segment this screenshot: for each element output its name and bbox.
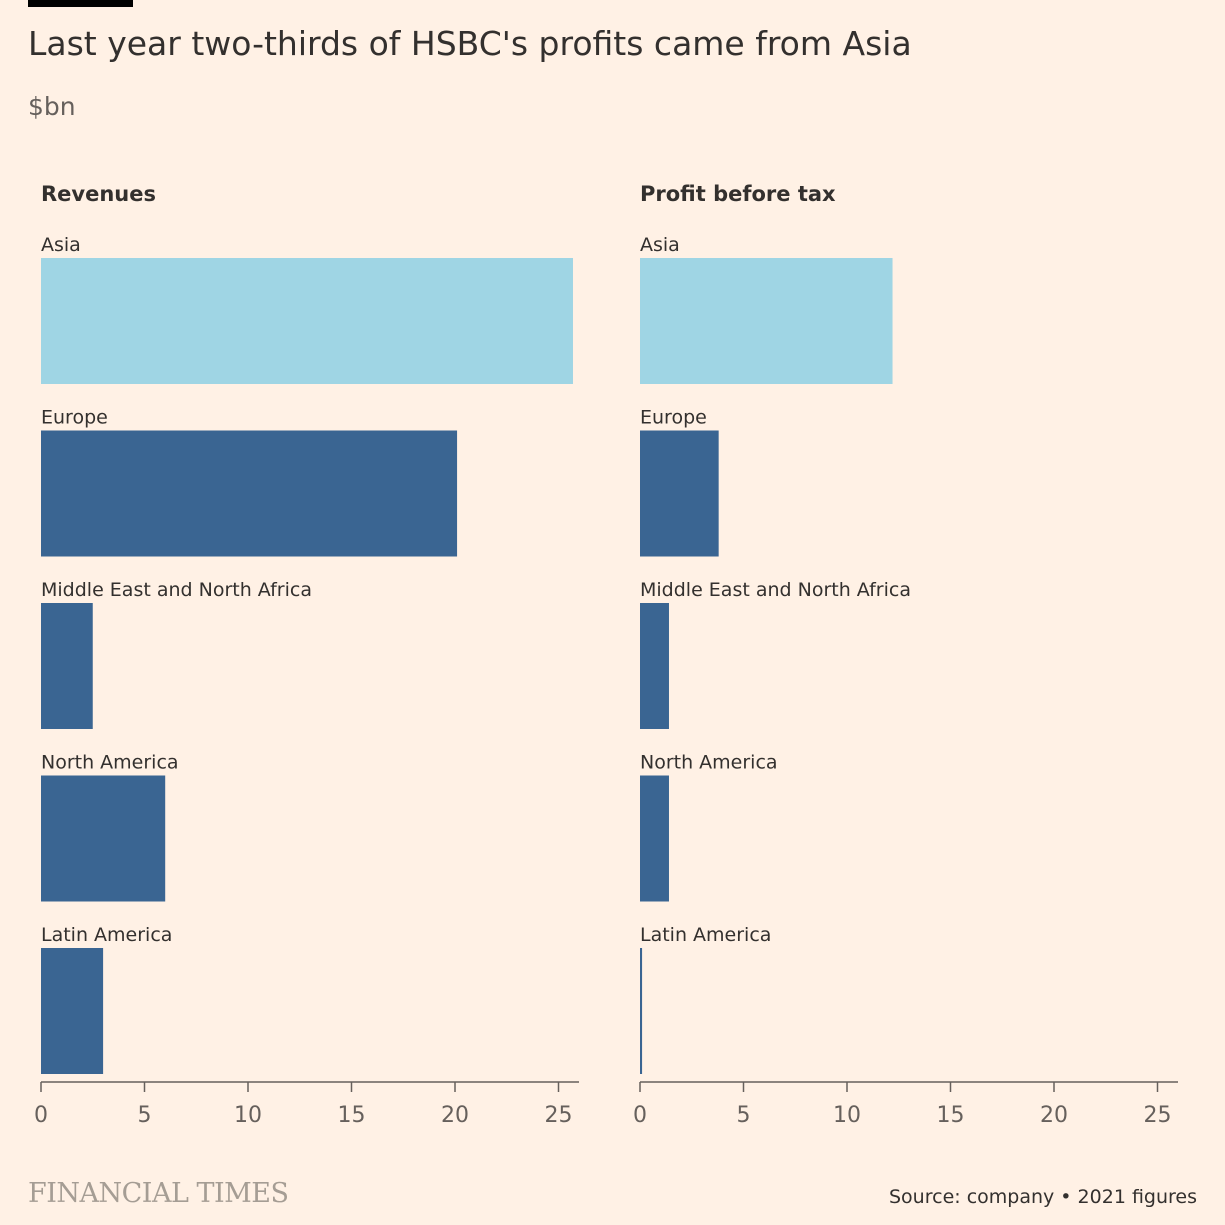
- revenues-tick-label-20: 20: [441, 1103, 469, 1128]
- chart-subtitle: $bn: [28, 92, 76, 121]
- profit-label-asia: Asia: [640, 234, 680, 256]
- profit-tick-label-0: 0: [633, 1103, 647, 1128]
- revenues-tick-label-15: 15: [338, 1103, 366, 1128]
- profit-bar-asia: [640, 258, 893, 384]
- revenues-bar-latin-america: [41, 948, 104, 1074]
- profit-label-north-america: North America: [640, 752, 778, 774]
- profit-label-latin-america: Latin America: [640, 924, 771, 946]
- profit-tick-label-20: 20: [1040, 1103, 1068, 1128]
- revenues-bar-middle-east-and-north-africa: [41, 603, 93, 729]
- revenues-label-middle-east-and-north-africa: Middle East and North Africa: [41, 579, 312, 601]
- profit-label-middle-east-and-north-africa: Middle East and North Africa: [640, 579, 911, 601]
- revenues-label-latin-america: Latin America: [41, 924, 172, 946]
- revenues-bar-north-america: [41, 775, 166, 902]
- profit-tick-label-15: 15: [937, 1103, 965, 1128]
- profit-tick-label-25: 25: [1144, 1103, 1172, 1128]
- revenues-label-europe: Europe: [41, 407, 108, 429]
- revenues-label-asia: Asia: [41, 234, 81, 256]
- revenues-tick-label-25: 25: [545, 1103, 573, 1128]
- profit-bar-north-america: [640, 775, 669, 902]
- revenues-tick-label-10: 10: [234, 1103, 262, 1128]
- brand-top-bar: [28, 0, 133, 7]
- profit-bar-middle-east-and-north-africa: [640, 603, 669, 729]
- profit-bar-latin-america: [640, 948, 643, 1074]
- profit-tick-label-10: 10: [833, 1103, 861, 1128]
- revenues-bar-europe: [41, 430, 458, 557]
- revenues-chart: Revenues Asia Europe Middle East and North …: [0, 170, 579, 1140]
- ft-logo: FINANCIAL TIMES: [28, 1178, 289, 1209]
- revenues-chart-svg: Revenues Asia Europe Middle East and North …: [34, 182, 579, 1128]
- revenues-tick-label-0: 0: [34, 1103, 48, 1128]
- revenues-panel-title: Revenues: [41, 182, 156, 206]
- chart-title: Last year two-thirds of HSBC's profits c…: [28, 24, 912, 63]
- profit-chart: Profit before tax Asia Europe Middle East a…: [599, 170, 1178, 1140]
- profit-chart-svg: Profit before tax Asia Europe Middle East a…: [633, 182, 1178, 1128]
- revenues-tick-label-5: 5: [138, 1103, 152, 1128]
- profit-bar-europe: [640, 430, 719, 557]
- profit-panel-title: Profit before tax: [640, 182, 836, 206]
- revenues-label-north-america: North America: [41, 752, 179, 774]
- profit-label-europe: Europe: [640, 407, 707, 429]
- profit-tick-label-5: 5: [737, 1103, 751, 1128]
- source-note: Source: company • 2021 figures: [889, 1186, 1197, 1208]
- revenues-bar-asia: [41, 258, 573, 384]
